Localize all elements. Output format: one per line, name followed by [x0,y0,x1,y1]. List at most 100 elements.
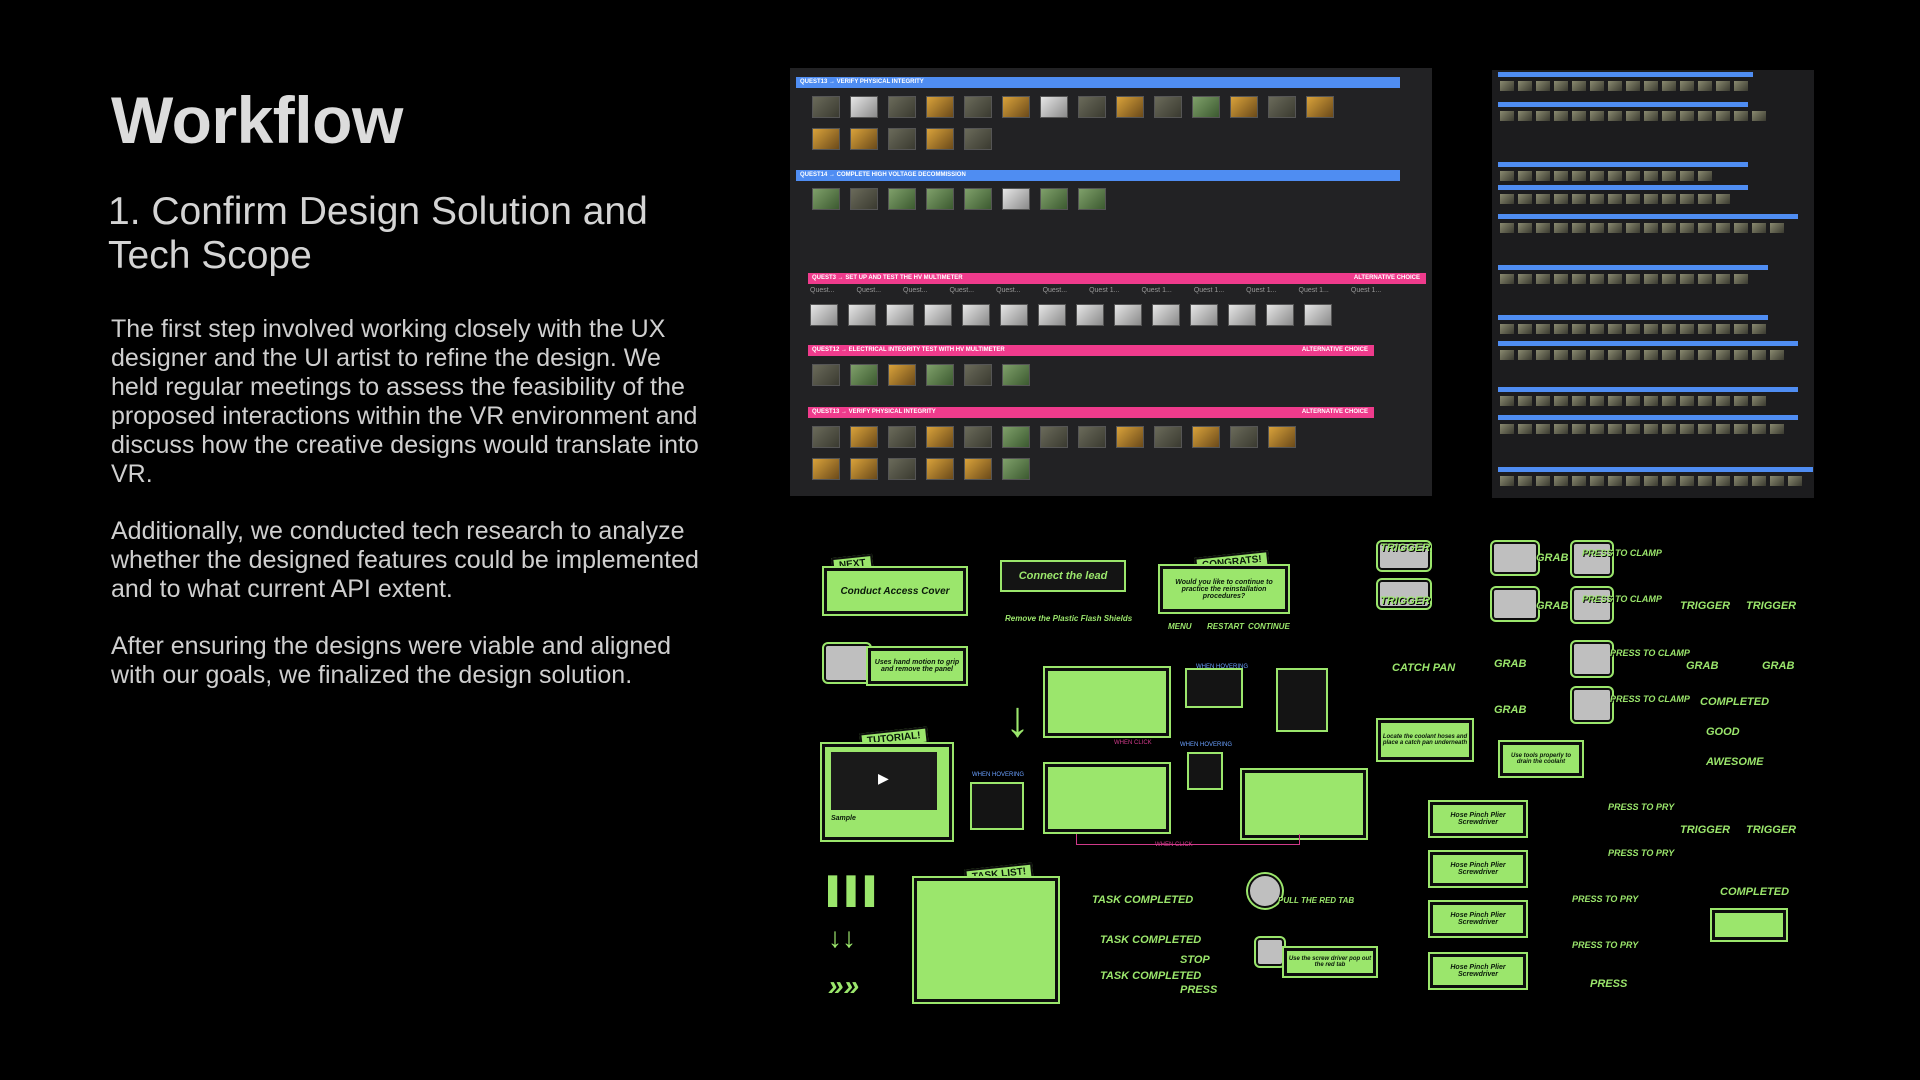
clamp-sticker [1572,642,1612,676]
press-to-pry-label: PRESS TO PRY [1572,940,1639,950]
congrats-text: Would you like to continue to practice t… [1175,578,1273,600]
quest-bar-alternative: QUEST12 → ELECTRICAL INTEGRITY TEST WITH… [808,345,1374,356]
hand-motion-panel: Uses hand motion to grip and remove the … [868,648,966,684]
paragraph-collaboration: The first step involved working closely … [111,315,699,488]
page-title: Workflow [111,83,403,157]
quest-overview-board [1492,70,1814,498]
use-tools-panel: Use tools properly to drain the coolant [1500,742,1582,776]
trigger-label: TRIGGER [1380,595,1431,607]
trigger-label: TRIGGER [1680,824,1731,836]
quest-thumbnails [812,186,1106,212]
alternative-choice-label: ALTERNATIVE CHOICE [1301,409,1368,415]
tutorial-video[interactable] [831,752,937,810]
alternative-choice-label: ALTERNATIVE CHOICE [1301,347,1368,353]
quest-thumbnails [812,126,992,152]
section-subtitle: 1. Confirm Design Solution and Tech Scop… [108,190,648,277]
grab-sticker [1492,542,1538,574]
ui-kit-collage: NEXT Conduct Access Cover Connect the le… [800,530,1810,1010]
tool-label-panel: Hose Pinch Plier Screwdriver [1430,852,1526,886]
clamp-sticker [1572,688,1612,722]
pull-tab-label: PULL THE RED TAB [1278,896,1355,905]
connect-lead-panel: Connect the lead [1000,560,1126,592]
task-completed-badge: TASK COMPLETED [1092,894,1194,906]
grab-label: GRAB [1686,660,1719,672]
practice-mode-box [970,782,1024,830]
continue-button[interactable]: CONTINUE [1248,622,1290,631]
press-to-clamp-label: PRESS TO CLAMP [1610,648,1690,658]
quest-flow-board: QUEST13 → VERIFY PHYSICAL INTEGRITY QUES… [790,68,1432,496]
press-to-clamp-label: PRESS TO CLAMP [1582,548,1662,558]
quest-label: QUEST14 → COMPLETE HIGH VOLTAGE DECOMMIS… [800,172,966,178]
conduct-access-cover-panel: Conduct Access Cover [824,568,966,614]
task-completed-badge: TASK COMPLETED [1100,934,1202,946]
quest-thumbnails [812,424,1296,450]
alternative-choice-label: ALTERNATIVE CHOICE [1353,275,1420,281]
paragraph-tech-research: Additionally, we conducted tech research… [111,517,699,603]
quest-bar-alternative: QUEST13 → VERIFY PHYSICAL INTEGRITY ALTE… [808,407,1374,418]
training-mode-card[interactable] [1045,668,1169,736]
menu-button[interactable]: MENU [1168,622,1192,631]
when-click-label: WHEN CLICK [1155,842,1193,848]
quest-label: QUEST13 → VERIFY PHYSICAL INTEGRITY [800,79,924,85]
trigger-label: TRIGGER [1680,600,1731,612]
tool-label-panel: Hose Pinch Plier Screwdriver [1430,954,1526,988]
when-hovering-label: WHEN HOVERING [1196,664,1249,670]
press-to-pry-label: PRESS TO PRY [1572,894,1639,904]
start-button-box[interactable] [1276,668,1328,732]
awesome-badge: AWESOME [1706,756,1764,768]
quest-label: QUEST13 → VERIFY PHYSICAL INTEGRITY [812,409,936,415]
screwdriver-hint-panel: Use the screw driver pop out the red tab [1284,948,1376,976]
chevrons-icon: »» [828,970,860,1001]
screwdriver-image [1256,938,1284,966]
quest-bar-alternative: QUEST3 → SET UP AND TEST THE HV MULTIMET… [808,273,1426,284]
play-icon[interactable]: ▶ [878,770,889,786]
press-to-pry-label: PRESS TO PRY [1608,802,1675,812]
trigger-sticker [1378,542,1430,570]
completed-badge: COMPLETED [1720,886,1790,898]
trigger-label: TRIGGER [1380,542,1431,554]
trigger-sticker [1378,580,1430,608]
clamp-sticker [1572,542,1612,576]
paragraph-finalize: After ensuring the designs were viable a… [111,632,672,689]
quest-label: QUEST12 → ELECTRICAL INTEGRITY TEST WITH… [812,347,1005,353]
burst-icon: ↓↓ [828,922,856,953]
grab-label: GRAB [1494,704,1527,716]
locate-hoses-panel: Locate the coolant hoses and place a cat… [1378,720,1472,760]
trigger-label: TRIGGER [1746,824,1797,836]
press-label: PRESS [1180,984,1218,996]
catch-pan-label: CATCH PAN [1392,662,1456,674]
press-label: PRESS [1590,978,1628,990]
restart-button[interactable]: RESTART [1207,622,1245,631]
good-badge: GOOD [1706,726,1740,738]
training-mode-card[interactable] [1045,764,1169,832]
task-completed-badge: TASK COMPLETED [1100,970,1202,982]
training-mode-card[interactable] [1242,770,1366,838]
stop-label: STOP [1180,954,1210,966]
press-to-clamp-label: PRESS TO CLAMP [1582,594,1662,604]
grab-label: GRAB [1536,552,1569,564]
task-list-panel [914,878,1058,1002]
trigger-controller-icon [1248,874,1282,908]
tool-label-panel: Hose Pinch Plier Screwdriver [1430,902,1526,936]
grab-label: GRAB [1762,660,1795,672]
quest-thumbnails [812,456,1030,482]
sample-label: Sample [831,815,856,822]
tool-label-panel: Hose Pinch Plier Screwdriver [1430,802,1526,836]
press-to-clamp-label: PRESS TO CLAMP [1610,694,1690,704]
hover-state-box [1185,668,1243,708]
grab-label: GRAB [1536,600,1569,612]
clamp-sticker [1572,588,1612,622]
when-hovering-label: WHEN HOVERING [972,772,1025,778]
training-mode-box [1187,752,1223,790]
hand-motion-image [824,644,870,682]
signal-bars-icon: ▌▌▌ [828,875,884,905]
quest-bar: QUEST13 → VERIFY PHYSICAL INTEGRITY [796,77,1400,88]
quest-thumbnails [812,362,1030,388]
quest-bar: QUEST14 → COMPLETE HIGH VOLTAGE DECOMMIS… [796,170,1400,181]
when-click-label: WHEN CLICK [1114,740,1152,746]
grab-label: GRAB [1494,658,1527,670]
trigger-label: TRIGGER [1746,600,1797,612]
quest-thumbnails [810,302,1332,328]
down-arrow-icon: ↓ [1005,691,1030,747]
when-hovering-label: WHEN HOVERING [1180,742,1233,748]
